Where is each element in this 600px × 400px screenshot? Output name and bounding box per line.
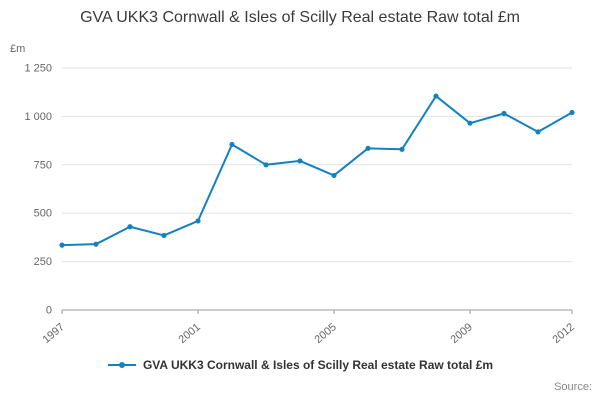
y-tick-label: 250 [34, 256, 52, 268]
y-tick-label: 750 [34, 159, 52, 171]
data-point-2005 [331, 172, 337, 179]
data-point-1997 [59, 242, 65, 248]
legend-line-marker-icon [107, 362, 136, 368]
legend-label: GVA UKK3 Cornwall & Isles of Scilly Real… [142, 358, 494, 372]
x-tick-label: 2009 [448, 321, 474, 346]
chart-title: GVA UKK3 Cornwall & Isles of Scilly Real… [80, 9, 520, 26]
y-tick-label: 1 250 [24, 63, 52, 75]
data-point-2010 [501, 110, 507, 117]
line-chart: 0 250 500 750 1 000 1 250 1997 2001 2005 2009 2012 [24, 63, 576, 347]
y-tick-label: 0 [46, 305, 52, 317]
data-point-2003 [263, 162, 269, 168]
data-point-2001 [195, 218, 201, 224]
data-point-2012 [569, 109, 575, 116]
source-label: Source: [554, 381, 592, 393]
legend: GVA UKK3 Cornwall & Isles of Scilly Real… [0, 358, 600, 372]
y-tick-label: 500 [34, 208, 52, 220]
data-point-2006 [365, 145, 371, 151]
x-tick-label: 2012 [550, 321, 576, 346]
data-point-2000 [161, 232, 167, 239]
data-point-2008 [433, 93, 439, 99]
x-tick-label: 2005 [312, 321, 338, 346]
x-tick-label: 1997 [40, 321, 66, 346]
data-point-2002 [229, 141, 235, 148]
data-point-1999 [127, 224, 133, 230]
data-point-2011 [535, 129, 541, 135]
data-point-2004 [297, 158, 303, 164]
data-line [61, 95, 573, 247]
y-tick-label: 1 000 [24, 111, 52, 123]
data-point-2009 [467, 120, 473, 126]
data-point-1998 [93, 241, 99, 247]
x-tick-label: 2001 [176, 321, 202, 346]
y-axis-unit-label: £m [10, 43, 26, 55]
data-point-2007 [399, 146, 405, 152]
